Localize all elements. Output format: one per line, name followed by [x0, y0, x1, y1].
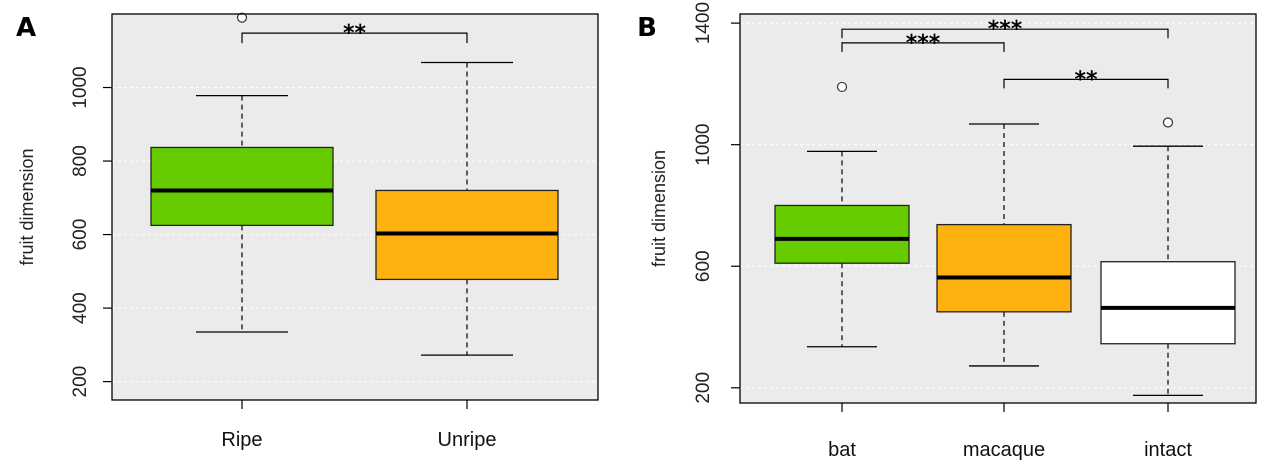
significance-label: *** — [906, 31, 941, 56]
significance-bracket — [241, 32, 468, 44]
box-intact — [1100, 261, 1236, 345]
plot-frame-A — [111, 13, 599, 401]
outlier-point-bat — [836, 81, 848, 93]
x-tick-label-bat: bat — [828, 439, 856, 461]
y-tick-label: 800 — [70, 145, 91, 177]
box-macaque — [936, 223, 1072, 313]
x-tick-label-macaque: macaque — [963, 439, 1045, 461]
significance-label: ** — [343, 21, 367, 46]
panel-letter-B: B — [637, 13, 657, 43]
box-bat — [774, 204, 910, 264]
panel-letter-A: A — [16, 13, 36, 43]
x-tick-label-intact: intact — [1144, 439, 1192, 461]
y-tick-label: 1000 — [70, 66, 91, 108]
y-tick-label: 600 — [693, 250, 714, 282]
significance-bracket — [1003, 78, 1169, 89]
significance-bracket — [841, 28, 1169, 39]
y-tick-label: 1400 — [693, 2, 714, 44]
outlier-point-intact — [1162, 117, 1174, 128]
y-axis-title: fruit dimension — [649, 150, 669, 267]
y-tick-label: 600 — [70, 219, 91, 251]
plot-frame-B — [739, 13, 1257, 404]
y-tick-label: 200 — [70, 366, 91, 398]
x-tick-label-Unripe: Unripe — [438, 429, 497, 451]
x-tick-label-Ripe: Ripe — [221, 429, 262, 451]
y-axis-title: fruit dimension — [17, 148, 37, 265]
y-tick-label: 400 — [70, 292, 91, 324]
box-Ripe — [150, 146, 334, 227]
significance-label: ** — [1074, 67, 1098, 92]
significance-bracket — [841, 42, 1005, 52]
outlier-point-Ripe — [236, 12, 248, 23]
y-tick-label: 1000 — [693, 124, 714, 166]
significance-label: *** — [988, 17, 1023, 42]
y-tick-label: 200 — [693, 372, 714, 404]
